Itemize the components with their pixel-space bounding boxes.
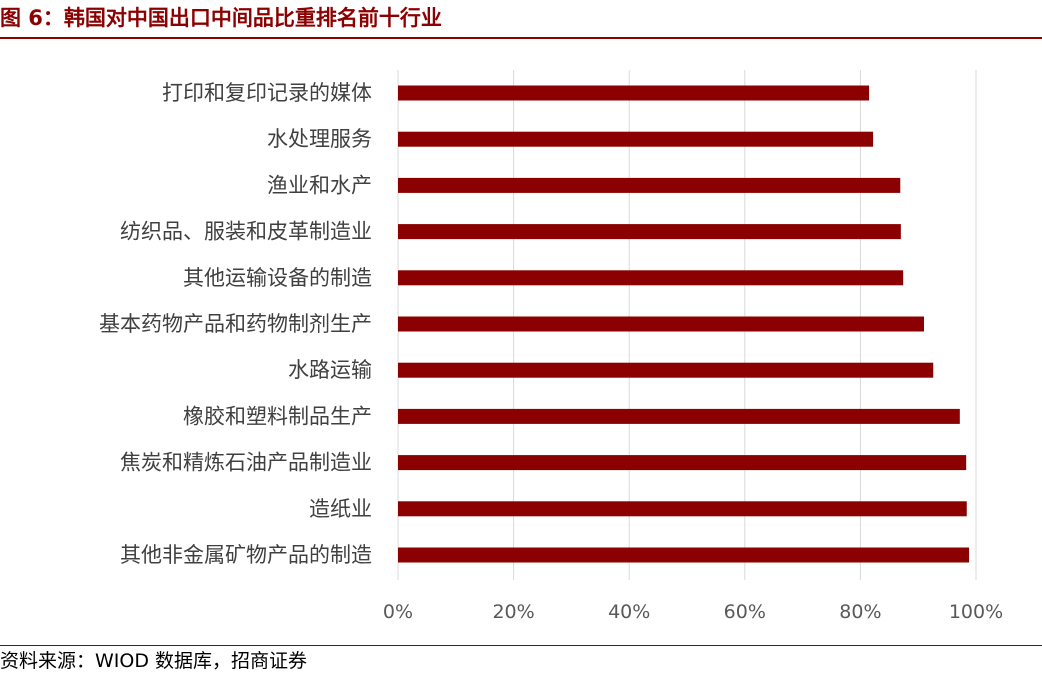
bar [398, 131, 874, 147]
category-label: 纺织品、服装和皮革制造业 [120, 220, 372, 244]
category-labels: 打印和复印记录的媒体水处理服务渔业和水产纺织品、服装和皮革制造业其他运输设备的制… [99, 81, 372, 567]
bar [398, 85, 870, 101]
category-label: 其他非金属矿物产品的制造 [120, 543, 372, 567]
category-label: 渔业和水产 [267, 173, 372, 197]
category-label: 其他运输设备的制造 [183, 266, 372, 290]
bar [398, 547, 970, 563]
bar-chart: 打印和复印记录的媒体水处理服务渔业和水产纺织品、服装和皮革制造业其他运输设备的制… [99, 70, 1003, 623]
x-tick-label: 60% [724, 601, 766, 623]
source-separator [0, 645, 1042, 646]
x-tick-labels: 0% 20% 40% 60% 80% 100% [383, 601, 1003, 623]
category-label: 造纸业 [309, 497, 372, 521]
bar [398, 270, 904, 286]
bar [398, 501, 967, 517]
bar [398, 224, 901, 240]
x-tick-label: 20% [492, 601, 534, 623]
x-tick-label: 40% [608, 601, 650, 623]
figure-title: 图 6：韩国对中国出口中间品比重排名前十行业 [0, 6, 442, 30]
category-label: 水路运输 [288, 358, 372, 382]
bar [398, 316, 924, 332]
category-label: 橡胶和塑料制品生产 [183, 404, 372, 428]
source-note: 资料来源：WIOD 数据库，招商证券 [0, 650, 308, 672]
category-label: 焦炭和精炼石油产品制造业 [120, 451, 372, 475]
bar [398, 455, 967, 471]
bar [398, 362, 934, 378]
bar [398, 177, 901, 193]
category-label: 打印和复印记录的媒体 [162, 81, 372, 105]
title-underline [0, 37, 1042, 39]
x-tick-label: 0% [383, 601, 413, 623]
bars [398, 85, 970, 563]
bar [398, 408, 960, 424]
category-label: 基本药物产品和药物制剂生产 [99, 312, 372, 336]
x-tick-label: 100% [949, 601, 1003, 623]
category-label: 水处理服务 [267, 127, 372, 151]
x-tick-label: 80% [839, 601, 881, 623]
